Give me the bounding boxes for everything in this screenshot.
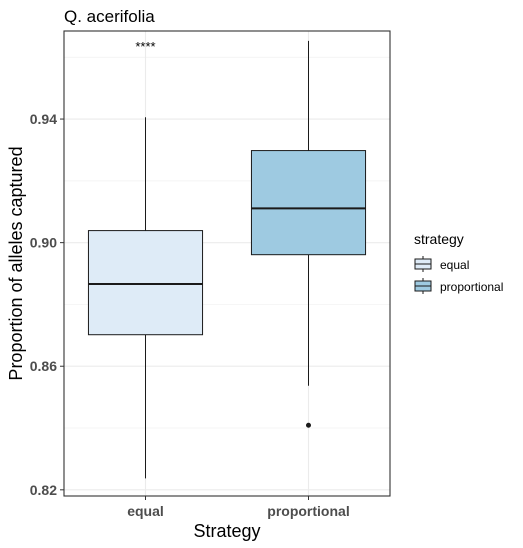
- box-equal: [87, 117, 204, 479]
- box-proportional: [250, 40, 367, 428]
- y-tick-label: 0.94: [30, 111, 57, 127]
- x-axis-title: Strategy: [193, 521, 260, 541]
- chart-title: Q. acerifolia: [64, 7, 155, 26]
- outlier-point: [306, 422, 311, 428]
- y-axis-title: Proportion of alleles captured: [6, 146, 26, 380]
- legend-label: equal: [440, 258, 469, 272]
- legend-key-equal: [414, 256, 432, 272]
- x-tick-label: proportional: [267, 503, 349, 519]
- legend-key-proportional: [414, 278, 432, 294]
- legend-label: proportional: [440, 280, 503, 294]
- legend: strategy equal proportional: [414, 231, 503, 294]
- y-tick-label: 0.90: [30, 235, 57, 251]
- box-group: [87, 40, 367, 479]
- axes: 0.82 0.86 0.90 0.94 equal proportional: [30, 30, 391, 519]
- y-tick-label: 0.82: [30, 482, 57, 498]
- y-tick-label: 0.86: [30, 358, 57, 374]
- x-tick-label: equal: [127, 503, 164, 519]
- legend-title: strategy: [414, 231, 464, 247]
- significance-annotation: ****: [135, 39, 155, 54]
- panel-border: [63, 30, 391, 497]
- box-body: [250, 150, 367, 256]
- box-body: [87, 230, 204, 336]
